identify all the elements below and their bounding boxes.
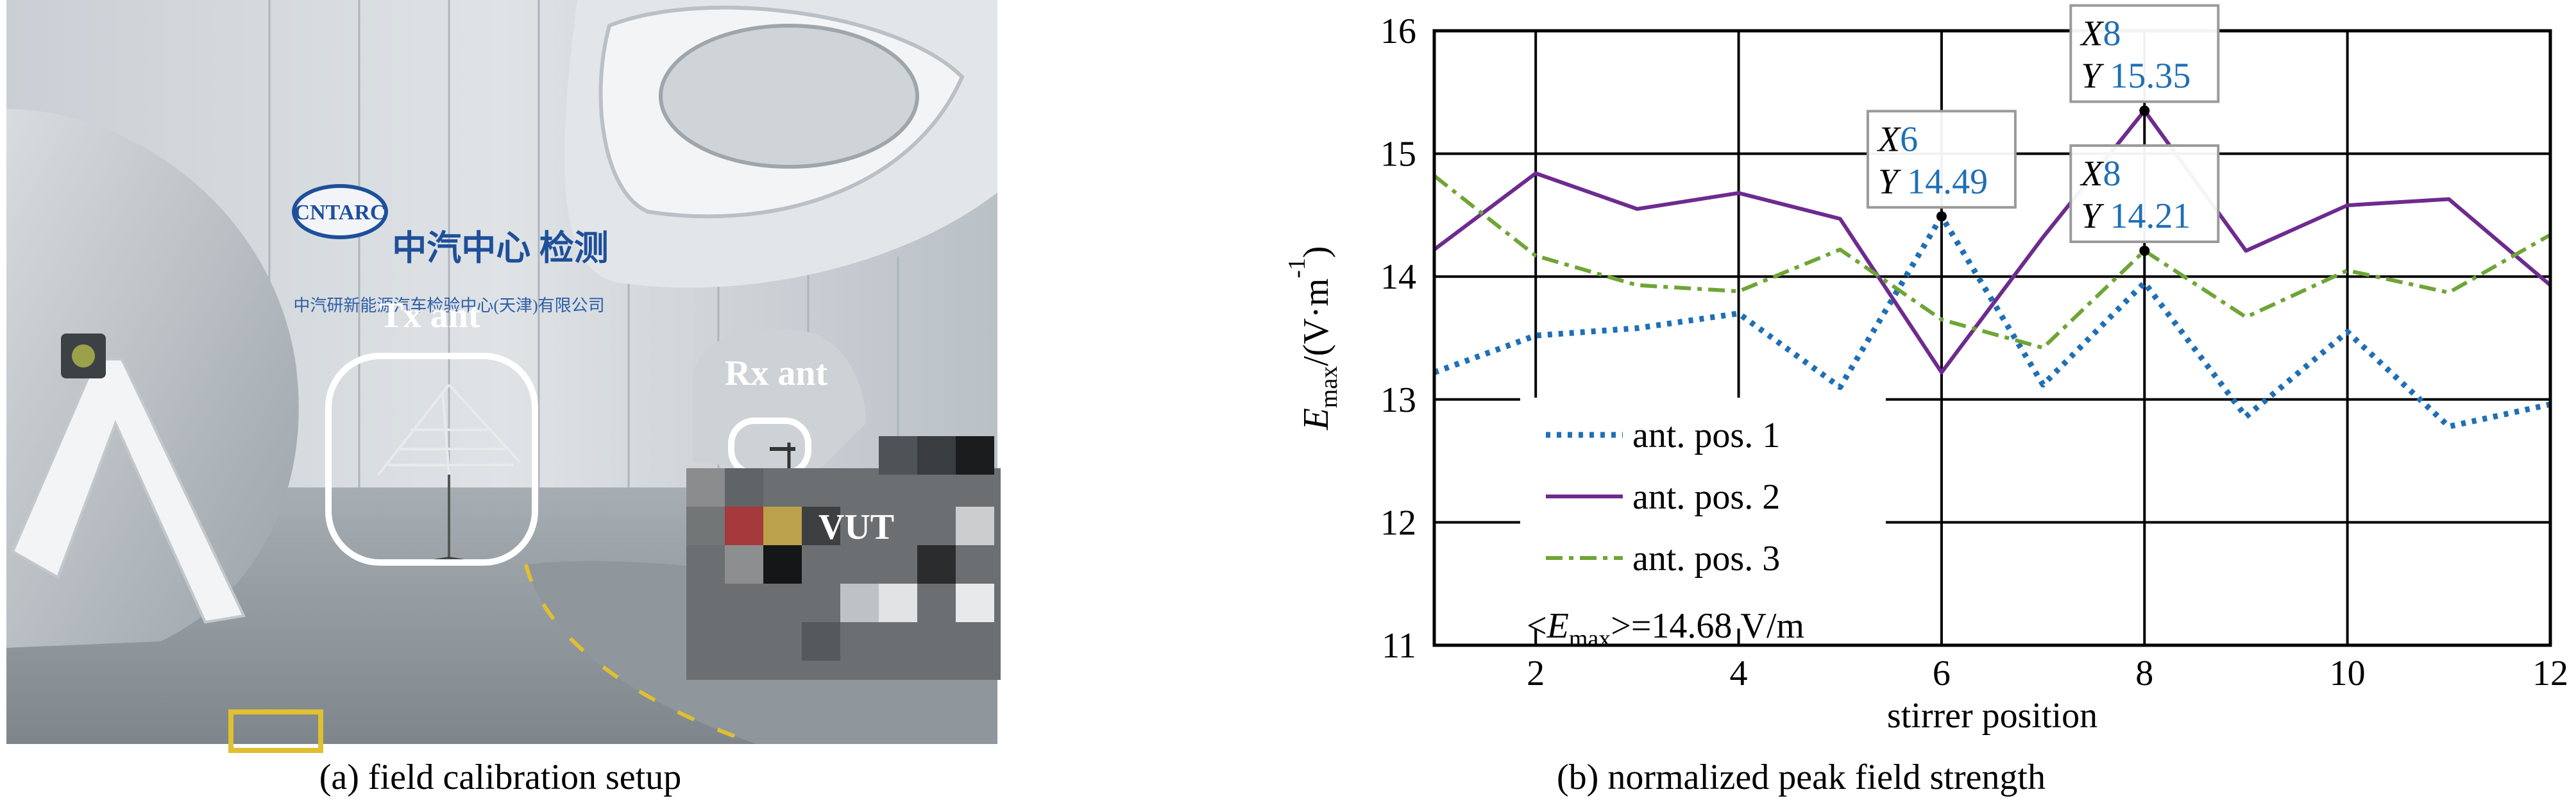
chart-caption: (b) normalized peak field strength [1557, 757, 2046, 797]
wall-sign-main: 中汽中心 检测 [392, 229, 609, 267]
datatip-x-1: X6 [1877, 119, 1918, 159]
reflector-mount-knob [72, 344, 95, 368]
y-tick-label: 11 [1382, 626, 1416, 666]
stirrer-hub [659, 24, 919, 169]
plot-frame [1432, 29, 2552, 647]
datatip-box-3 [2069, 4, 2220, 103]
datatip-x-3: X8 [2080, 14, 2121, 54]
chart-panel: 2 4 6 8 10 12 11 12 13 14 15 16 ant. pos. 1 ant. pos… [1026, 0, 2576, 809]
x-tick-label: 10 [2330, 654, 2366, 693]
legend-label-2: ant. pos. 2 [1632, 477, 1780, 517]
x-tick-label: 8 [2135, 654, 2153, 693]
photo-caption: (a) field calibration setup [319, 757, 682, 797]
datatip-box-1 [1866, 110, 2017, 209]
floor-marking-box [228, 709, 323, 753]
y-tick-label: 16 [1380, 12, 1416, 51]
series-line-3 [1433, 174, 2552, 350]
vut-label: VUT [818, 507, 894, 547]
legend-label-1: ant. pos. 1 [1632, 416, 1780, 455]
datatip-y-3: Y 15.35 [2081, 56, 2190, 96]
datatip-marker-3 [2139, 105, 2150, 116]
legend-label-3: ant. pos. 3 [1632, 539, 1780, 579]
x-tick-label: 2 [1527, 654, 1545, 693]
series-line-2 [1433, 108, 2552, 375]
datatip-y-2: Y 14.21 [2081, 196, 2190, 236]
x-axis-label: stirrer position [1887, 696, 2097, 736]
datatip-marker-2 [2139, 245, 2150, 256]
y-tick-label: 15 [1380, 135, 1416, 174]
photo-panel: CNTARC 中汽中心 检测 中汽研新能源汽车检验中心(天津)有限公司 Tx a… [0, 0, 1001, 809]
tx-antenna-label: Tx ant [379, 296, 480, 335]
series-lines [1433, 108, 2552, 430]
y-tick-label: 12 [1380, 503, 1416, 543]
calibration-photo: CNTARC 中汽中心 检测 中汽研新能源汽车检验中心(天津)有限公司 Tx a… [6, 0, 1001, 753]
legend: ant. pos. 1 ant. pos. 2 ant. pos. 3 <Emax>=… [1520, 398, 1886, 652]
wall-sign-sub: 中汽研新能源汽车检验中心(天津)有限公司 [293, 296, 604, 315]
x-tick-label: 12 [2532, 654, 2568, 693]
tx-antenna-highlight [325, 353, 538, 566]
datatip-x-2: X8 [2080, 154, 2121, 194]
reflector-dish-right [693, 328, 866, 475]
y-tick-label: 13 [1380, 380, 1416, 420]
y-tick-label: 14 [1380, 257, 1416, 297]
rx-antenna-label: Rx ant [725, 353, 828, 393]
datatip-box-2 [2069, 144, 2220, 243]
cntarc-logo-icon [292, 184, 388, 239]
cntarc-logo-text: CNTARC [294, 201, 386, 224]
y-axis-label: Emax/(V·m-1) [1284, 246, 1343, 431]
datatip-marker-1 [1936, 211, 1947, 222]
datatip-y-1: Y 14.49 [1878, 162, 1988, 201]
x-tick-label: 6 [1933, 654, 1951, 693]
series-line-1 [1433, 213, 2551, 430]
ticks: 2 4 6 8 10 12 11 12 13 14 15 16 [1380, 12, 2568, 693]
mean-field-annotation: <Emax>=14.68 V/m [1527, 606, 1804, 652]
vut-pixelated [686, 436, 1001, 680]
floor-marking [524, 564, 758, 746]
x-tick-label: 4 [1730, 654, 1748, 693]
